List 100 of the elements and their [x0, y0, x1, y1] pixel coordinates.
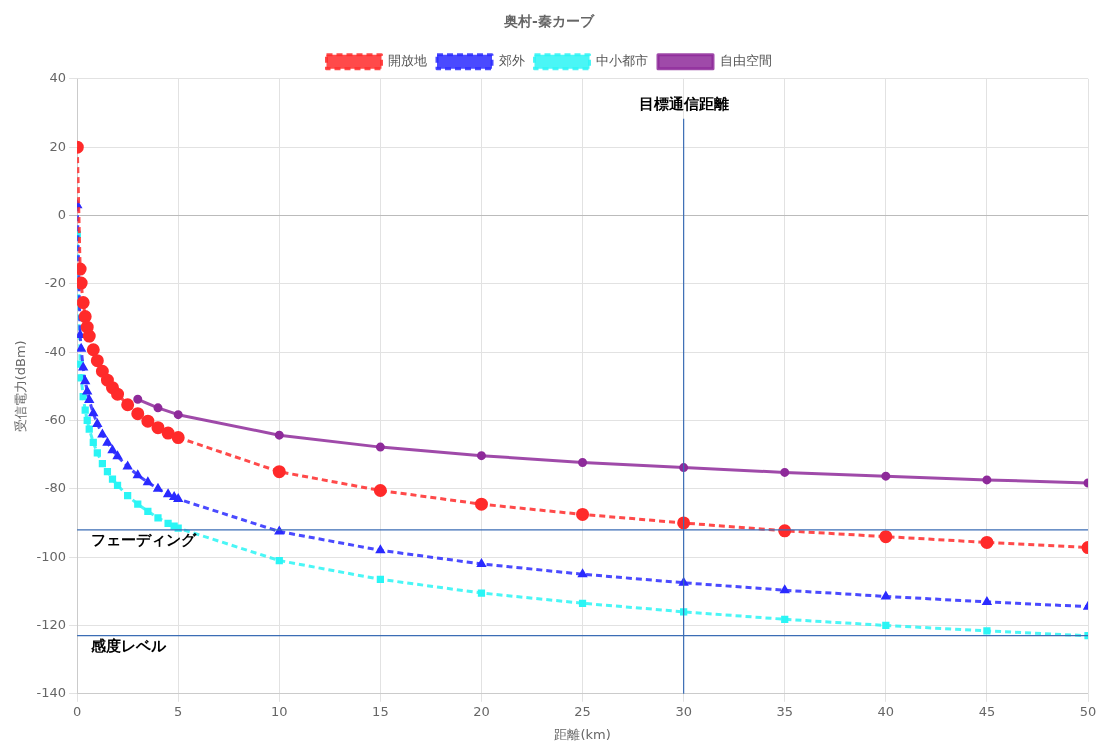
- point: [134, 500, 142, 508]
- point: [124, 492, 132, 500]
- y-tick-label: 40: [49, 70, 67, 86]
- point: [477, 589, 486, 597]
- point: [108, 475, 117, 483]
- y-tick-label: 20: [49, 138, 67, 154]
- point: [375, 442, 385, 452]
- point: [780, 585, 789, 594]
- point: [780, 467, 790, 477]
- point: [103, 468, 112, 476]
- point: [879, 530, 893, 544]
- point: [79, 392, 87, 401]
- point: [153, 403, 163, 413]
- point: [133, 470, 142, 479]
- point: [113, 451, 122, 460]
- ref-line-label: 感度レベル: [90, 637, 168, 656]
- point: [85, 425, 93, 433]
- point: [89, 438, 97, 446]
- x-tick-label: 0: [72, 703, 82, 719]
- point: [90, 354, 104, 368]
- point: [882, 621, 890, 630]
- point: [78, 310, 92, 324]
- point: [89, 408, 98, 417]
- point: [173, 410, 183, 420]
- legend-label: 自由空間: [719, 53, 772, 69]
- x-tick-label: 20: [473, 703, 490, 719]
- point: [82, 329, 96, 343]
- chart-title: 奥村-秦カーブ: [503, 13, 595, 30]
- point: [86, 343, 100, 357]
- x-tick-label: 5: [174, 703, 183, 719]
- x-tick-label: 10: [271, 703, 288, 719]
- point: [474, 497, 488, 511]
- point: [77, 330, 85, 339]
- x-tick-label: 35: [776, 703, 793, 719]
- point: [93, 419, 102, 427]
- point: [143, 477, 152, 486]
- point: [153, 484, 163, 492]
- point: [274, 430, 284, 440]
- point: [93, 449, 101, 457]
- y-tick-label: -100: [36, 548, 67, 564]
- point: [81, 376, 90, 385]
- x-axis-title: 距離(km): [554, 726, 611, 742]
- point: [781, 615, 789, 623]
- x-tick-label: 50: [1079, 703, 1097, 719]
- point: [81, 406, 89, 414]
- y-axis-title: 受信電力(dBm): [13, 340, 29, 433]
- ref-line-label: 目標通信距離: [638, 95, 729, 114]
- legend-label: 中小都市: [596, 53, 648, 69]
- point: [980, 535, 994, 549]
- point: [98, 429, 107, 438]
- point: [113, 481, 122, 490]
- point: [111, 387, 125, 401]
- legend-label: 郊外: [498, 53, 525, 69]
- y-tick-label: -60: [44, 411, 67, 427]
- point: [83, 386, 92, 395]
- point: [95, 364, 109, 378]
- point: [881, 471, 891, 481]
- y-tick-label: -140: [36, 685, 67, 701]
- point: [576, 507, 590, 521]
- point: [77, 296, 90, 310]
- point: [982, 597, 992, 605]
- y-tick-label: -20: [44, 275, 67, 291]
- y-tick-label: 0: [57, 206, 67, 222]
- point: [578, 457, 588, 467]
- point: [578, 569, 587, 578]
- point: [275, 556, 283, 565]
- point: [131, 407, 145, 421]
- point: [141, 414, 155, 428]
- x-tick-label: 30: [675, 703, 692, 719]
- legend-label: 開放地: [388, 53, 427, 69]
- x-tick-label: 15: [372, 703, 389, 719]
- point: [144, 507, 152, 515]
- point: [161, 426, 175, 440]
- y-tick-label: -80: [44, 480, 67, 496]
- point: [376, 575, 384, 583]
- point: [85, 395, 94, 403]
- x-tick-label: 40: [877, 703, 895, 719]
- ref-line-label: フェーディング: [91, 531, 198, 550]
- point: [578, 599, 587, 607]
- point: [83, 416, 91, 425]
- point: [373, 484, 387, 498]
- point: [983, 627, 991, 635]
- point: [164, 519, 172, 527]
- point: [121, 398, 135, 412]
- point: [376, 545, 385, 554]
- point: [151, 421, 165, 435]
- point: [476, 451, 486, 461]
- point: [133, 394, 143, 404]
- x-tick-label: 45: [978, 703, 996, 719]
- point: [163, 489, 173, 498]
- point: [477, 559, 486, 567]
- point: [108, 445, 117, 454]
- point: [98, 459, 106, 468]
- point: [982, 475, 992, 485]
- point: [272, 465, 286, 479]
- point: [881, 591, 890, 600]
- x-tick-label: 25: [574, 703, 591, 719]
- point: [171, 431, 185, 445]
- y-tick-label: -40: [44, 343, 67, 359]
- point: [154, 514, 162, 522]
